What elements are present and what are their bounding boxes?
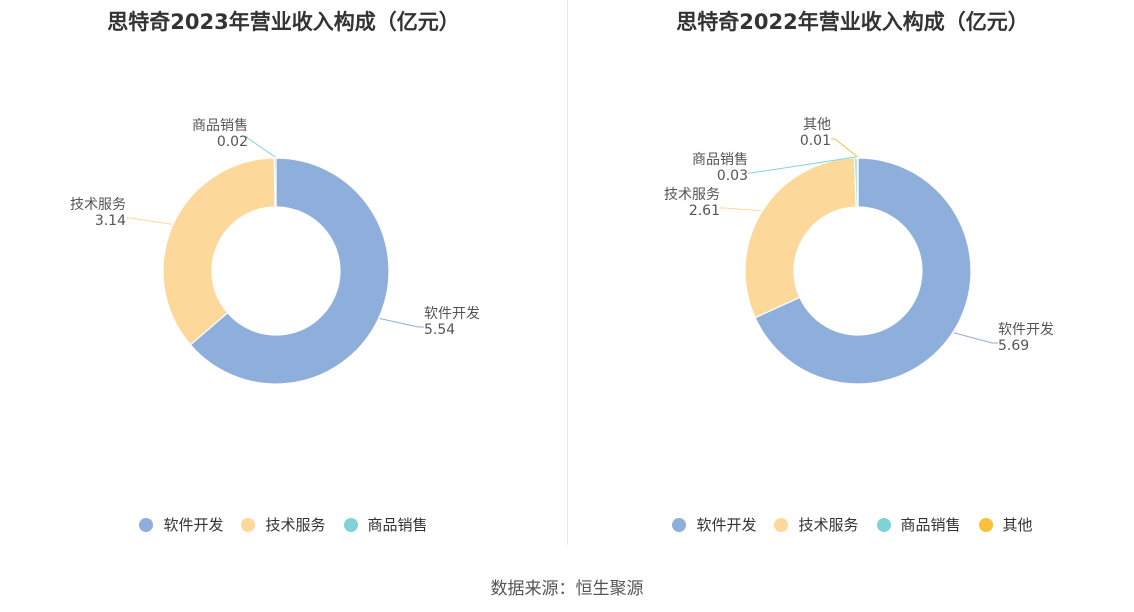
leader-line-technical-services [720,207,762,212]
legend-label: 其他 [1002,516,1033,534]
legend-dot-icon [672,517,687,532]
donut-slice-technical-services [162,157,276,346]
legend-label: 技术服务 [265,516,326,534]
legend-dot-icon [343,517,358,532]
legend-label: 软件开发 [163,516,224,534]
slice-label-goods-sales: 商品销售 [192,118,248,134]
panel-divider [567,0,568,545]
slice-label-other: 其他 [803,117,831,133]
legend-dot-icon [241,517,256,532]
legend-label: 技术服务 [798,516,859,534]
legend-item-software-development[interactable]: 软件开发 [672,514,756,535]
slice-label-technical-services: 技术服务 [70,197,126,213]
slice-value-technical-services: 3.14 [95,213,126,229]
chart-title: 思特奇2023年营业收入构成（亿元） [107,10,460,34]
legend-label: 软件开发 [696,516,757,534]
legend-label: 商品销售 [900,516,961,534]
slice-value-other: 0.01 [800,133,831,149]
leader-line-technical-services [126,217,173,225]
legend-label: 商品销售 [367,516,428,534]
data-source: 数据来源：恒生聚源 [490,579,644,599]
donut-slice-software-development [754,157,972,385]
chart-title: 思特奇2022年营业收入构成（亿元） [676,10,1029,34]
legend-dot-icon [139,517,154,532]
legend: 软件开发 技术服务 商品销售 [0,514,567,535]
legend-dot-icon [876,517,891,532]
legend-item-goods-sales[interactable]: 商品销售 [343,514,428,535]
legend-dot-icon [978,517,993,532]
legend-item-goods-sales[interactable]: 商品销售 [876,514,961,535]
donut-slice-software-development [189,157,390,385]
donut-slice-technical-services [744,157,857,319]
slice-label-software-development: 软件开发 [424,306,480,322]
leader-line-goods-sales [748,156,856,174]
legend-item-technical-services[interactable]: 技术服务 [774,514,859,535]
slice-value-goods-sales: 0.03 [717,168,748,184]
legend-item-software-development[interactable]: 软件开发 [139,514,223,535]
slice-label-software-development: 软件开发 [998,322,1054,338]
leader-line-other [831,138,858,158]
slice-value-technical-services: 2.61 [689,203,720,219]
chart-2022: 思特奇2022年营业收入构成（亿元） 软件开发 5.69 技术服务 2.61 商品销售 0… [569,0,1134,545]
legend-item-technical-services[interactable]: 技术服务 [241,514,326,535]
legend-dot-icon [774,517,789,532]
legend-item-other[interactable]: 其他 [978,514,1033,535]
leader-line-goods-sales [244,136,276,158]
slice-value-goods-sales: 0.02 [217,134,248,150]
slice-value-software-development: 5.54 [424,322,455,338]
slice-value-software-development: 5.69 [998,338,1029,354]
slice-label-goods-sales: 商品销售 [692,152,748,168]
leader-line-software-development [953,332,998,344]
chart-2023: 思特奇2023年营业收入构成（亿元） 软件开发 5.54 技术服务 3.14 商品销售 0… [0,0,567,545]
donut-slice-goods-sales [273,157,277,208]
donut-slice-other [856,157,859,208]
leader-line-software-development [379,318,424,328]
legend: 软件开发 技术服务 商品销售 其他 [569,514,1134,535]
slice-label-technical-services: 技术服务 [664,187,720,203]
